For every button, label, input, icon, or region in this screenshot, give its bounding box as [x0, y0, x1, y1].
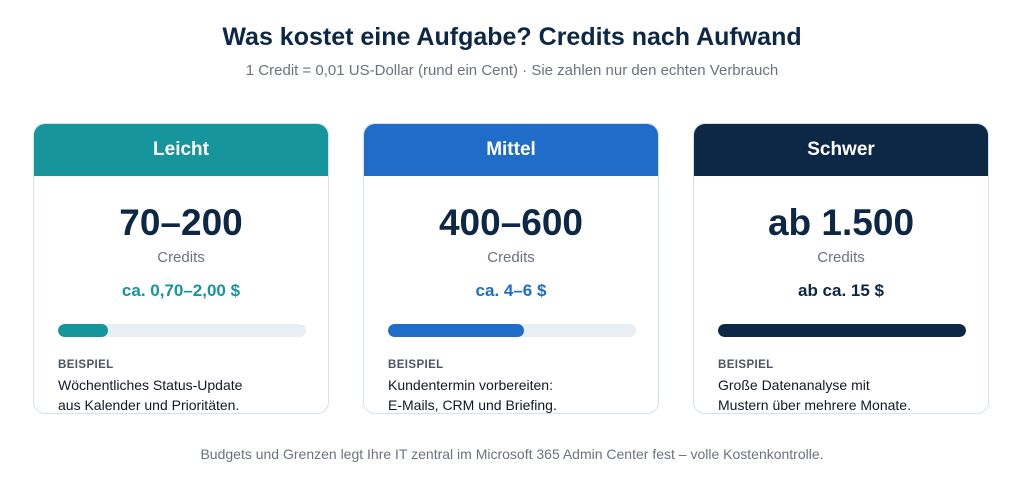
credit-range: 70–200: [119, 202, 243, 243]
credit-range: ab 1.500: [767, 202, 915, 243]
card-schwer: Schwer ab 1.500 Credits ab ca. 15 $ BEIS…: [693, 123, 989, 414]
example-line: Große Datenanalyse mit: [718, 377, 870, 393]
card-leicht: Leicht 70–200 Credits ca. 0,70–2,00 $ BE…: [33, 123, 329, 414]
effort-bar: [58, 324, 306, 337]
example-line: aus Kalender und Prioritäten.: [58, 397, 240, 413]
footer-note: Budgets und Grenzen legt Ihre IT zentral…: [200, 446, 824, 462]
example-label: BEISPIEL: [58, 359, 114, 371]
page-title: Was kostet eine Aufgabe? Credits nach Au…: [222, 23, 802, 51]
effort-bar: [388, 324, 636, 337]
card-header: Mittel: [364, 124, 658, 176]
example-line: Mustern über mehrere Monate.: [718, 397, 911, 413]
price-estimate: ca. 0,70–2,00 $: [121, 281, 241, 300]
credit-unit: Credits: [157, 249, 205, 266]
card-header: Leicht: [34, 124, 328, 176]
example-text: Kundentermin vorbereiten: E-Mails, CRM u…: [388, 375, 638, 413]
example-text: Wöchentliches Status-Update aus Kalender…: [58, 375, 308, 413]
credit-unit: Credits: [817, 249, 865, 266]
effort-bar: [718, 324, 966, 337]
example-text: Große Datenanalyse mit Mustern über mehr…: [718, 375, 968, 413]
effort-bar-fill: [58, 324, 108, 337]
page-subtitle: 1 Credit = 0,01 US-Dollar (rund ein Cent…: [245, 62, 779, 79]
example-label: BEISPIEL: [718, 359, 774, 371]
credit-unit: Credits: [487, 249, 535, 266]
example-line: E-Mails, CRM und Briefing.: [388, 397, 557, 413]
example-line: Wöchentliches Status-Update: [58, 377, 243, 393]
effort-bar-fill: [718, 324, 966, 337]
example-line: Kundentermin vorbereiten:: [388, 377, 553, 393]
example-label: BEISPIEL: [388, 359, 444, 371]
price-estimate: ca. 4–6 $: [475, 281, 547, 300]
effort-bar-fill: [388, 324, 525, 337]
card-mittel: Mittel 400–600 Credits ca. 4–6 $ BEISPIE…: [363, 123, 659, 414]
card-header: Schwer: [694, 124, 988, 176]
credit-range: 400–600: [438, 202, 584, 243]
price-estimate: ab ca. 15 $: [797, 281, 884, 300]
